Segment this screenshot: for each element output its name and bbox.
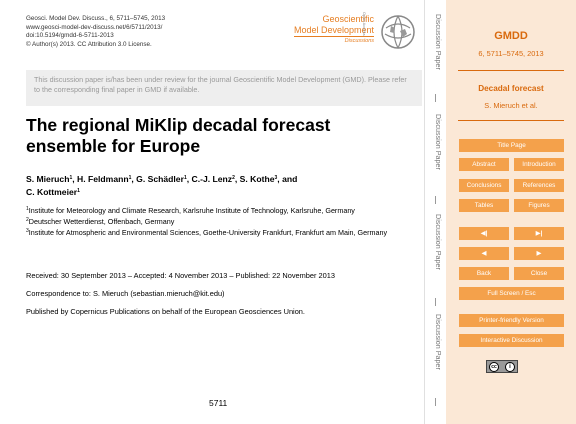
strip-divider: [435, 94, 436, 102]
first-page-button[interactable]: ◀|: [459, 227, 509, 240]
author-name: H. Feldmann: [77, 174, 129, 184]
next-page-button[interactable]: ▶: [514, 247, 564, 260]
last-page-button[interactable]: ▶|: [514, 227, 564, 240]
tables-button[interactable]: Tables: [459, 199, 509, 212]
strip-divider: [435, 298, 436, 306]
affiliation-text: Institute for Meteorology and Climate Re…: [28, 206, 355, 215]
author-affil-ref: 2: [232, 175, 235, 181]
sidebar-journal: GMDD: [494, 30, 528, 42]
title-page-button[interactable]: Title Page: [459, 139, 564, 152]
author: C. Kottmeier1: [26, 187, 80, 197]
discussion-paper-label: Discussion Paper: [434, 114, 443, 170]
discussion-paper-label: Discussion Paper: [434, 214, 443, 270]
author-affil-ref: 3: [274, 175, 278, 181]
journal-logo: Geoscientific Model Development Discussi…: [293, 14, 374, 44]
affiliation-number: 3: [26, 228, 29, 235]
last-page-icon: ▶: [535, 230, 541, 237]
paper-page: Geosci. Model Dev. Discuss., 6, 5711–574…: [26, 12, 422, 408]
journal-logo-line2: Model Development: [293, 25, 374, 37]
affiliation-text: Institute for Atmospheric and Environmen…: [28, 228, 388, 238]
citation-url[interactable]: www.geosci-model-dev-discuss.net/6/5711/…: [26, 23, 163, 31]
person-icon: i: [505, 361, 515, 372]
discussion-paper-label: Discussion Paper: [434, 14, 443, 70]
publisher-note: Published by Copernicus Publications on …: [26, 307, 305, 316]
full-screen-button[interactable]: Full Screen / Esc: [459, 287, 564, 300]
author-affil-ref: 1: [183, 175, 187, 181]
sidebar-volume: 6, 5711–5745, 2013: [478, 49, 544, 58]
page-number: 5711: [209, 398, 228, 408]
author-separator: ,: [186, 174, 192, 184]
discussion-paper-label: Discussion Paper: [434, 314, 443, 370]
author: C.-J. Lenz2,: [192, 174, 240, 184]
license-line: © Author(s) 2013. CC Attribution 3.0 Lic…: [26, 40, 152, 48]
author-affil-ref: 1: [128, 175, 132, 181]
citation-line: Geosci. Model Dev. Discuss., 6, 5711–574…: [26, 15, 166, 22]
author-name: S. Mieruch: [26, 174, 70, 184]
first-page-icon: ◀: [480, 230, 486, 237]
author-separator: ,: [234, 174, 240, 184]
sidebar-authors: S. Mieruch et al.: [484, 101, 538, 110]
back-button[interactable]: Back: [459, 267, 509, 280]
author: G. Schädler1,: [136, 174, 191, 184]
next-page-icon: ▶: [536, 250, 542, 257]
affiliation-list: 1Institute for Meteorology and Climate R…: [26, 205, 416, 239]
open-access-label: Open Access: [362, 12, 367, 36]
publication-dates: Received: 30 September 2013 – Accepted: …: [26, 271, 335, 280]
author-list: S. Mieruch1, H. Feldmann1, G. Schädler1,…: [26, 172, 406, 198]
author-name: G. Schädler: [136, 174, 184, 184]
author-separator: ,: [131, 174, 137, 184]
strip-divider: [435, 398, 436, 406]
journal-logo-line1: Geoscientific: [322, 14, 374, 24]
introduction-button[interactable]: Introduction: [514, 158, 564, 171]
affiliation-text: Deutscher Wetterdienst, Offenbach, Germa…: [28, 217, 175, 227]
author-name: C. Kottmeier: [26, 187, 78, 197]
sidebar-divider: [458, 120, 564, 121]
affiliation: 2Deutscher Wetterdienst, Offenbach, Germ…: [26, 216, 416, 226]
author: S. Mieruch1,: [26, 174, 77, 184]
conclusions-button[interactable]: Conclusions: [459, 179, 509, 192]
author: S. Kothe3, and: [240, 174, 298, 184]
strip-divider: [435, 196, 436, 204]
close-button[interactable]: Close: [514, 267, 564, 280]
citation-doi[interactable]: doi:10.5194/gmdd-6-5711-2013: [26, 32, 114, 39]
cc-by-icon[interactable]: cc i: [486, 360, 518, 373]
author-separator: , and: [277, 174, 298, 184]
previous-page-icon: ◀: [481, 250, 487, 257]
author-name: C.-J. Lenz: [191, 174, 233, 184]
egu-globe-icon: [381, 15, 415, 49]
figures-button[interactable]: Figures: [514, 199, 564, 212]
navigation-sidebar: GMDD 6, 5711–5745, 2013 Decadal forecast…: [446, 0, 576, 424]
correspondence: Correspondence to: S. Mieruch (sebastian…: [26, 289, 225, 298]
author-affil-ref: 1: [77, 188, 80, 194]
author-name: S. Kothe: [239, 174, 275, 184]
cc-icon: cc: [489, 361, 499, 372]
interactive-discussion-button[interactable]: Interactive Discussion: [459, 334, 564, 347]
references-button[interactable]: References: [514, 179, 564, 192]
author-affil-ref: 1: [69, 175, 73, 181]
discussion-paper-strip: Discussion Paper Discussion Paper Discus…: [424, 0, 446, 424]
affiliation: 3Institute for Atmospheric and Environme…: [26, 227, 416, 237]
citation-header: Geosci. Model Dev. Discuss., 6, 5711–574…: [26, 15, 165, 49]
review-notice: This discussion paper is/has been under …: [26, 70, 422, 106]
sidebar-divider: [458, 70, 564, 71]
printer-friendly-button[interactable]: Printer-friendly Version: [459, 314, 564, 327]
author-separator: ,: [72, 174, 78, 184]
author: H. Feldmann1,: [77, 174, 136, 184]
affiliation-number: 2: [26, 217, 29, 224]
previous-page-button[interactable]: ◀: [459, 247, 509, 260]
abstract-button[interactable]: Abstract: [459, 158, 509, 171]
sidebar-short-title: Decadal forecast: [478, 84, 544, 93]
affiliation-number: 1: [26, 206, 29, 212]
journal-logo-line3: Discussions: [344, 38, 374, 44]
paper-title: The regional MiKlip decadal forecast ens…: [26, 115, 331, 156]
affiliation: 1Institute for Meteorology and Climate R…: [26, 205, 416, 215]
